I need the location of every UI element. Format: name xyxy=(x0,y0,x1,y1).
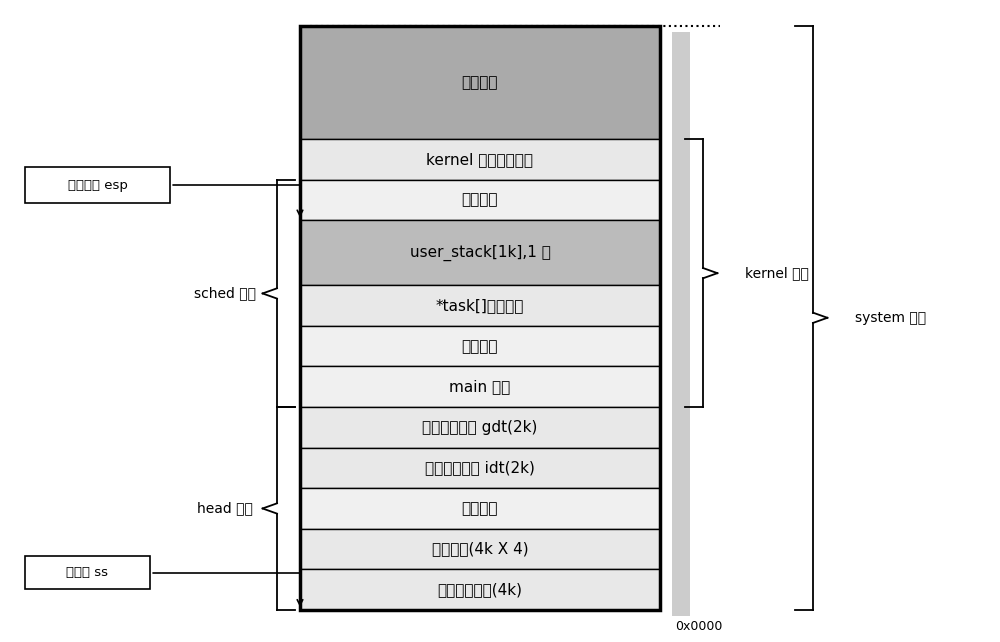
Text: kernel 模块: kernel 模块 xyxy=(745,266,809,280)
Text: 其它部分: 其它部分 xyxy=(462,193,498,207)
Text: 堆栈指针 esp: 堆栈指针 esp xyxy=(68,178,127,191)
Text: user_stack[1k],1 页: user_stack[1k],1 页 xyxy=(410,245,550,261)
Bar xyxy=(300,26,660,139)
Text: 内存页表(4k X 4): 内存页表(4k X 4) xyxy=(432,542,528,557)
Bar xyxy=(672,333,690,373)
Bar xyxy=(672,454,690,494)
Bar xyxy=(672,291,690,333)
Bar xyxy=(300,529,660,569)
Text: *task[]指针数组: *task[]指针数组 xyxy=(436,298,524,313)
Bar xyxy=(672,535,690,576)
Bar xyxy=(25,168,170,203)
Text: 全局描述符表 gdt(2k): 全局描述符表 gdt(2k) xyxy=(422,420,538,435)
Text: kernel 模块其它代码: kernel 模块其它代码 xyxy=(426,152,534,167)
Text: 堆栈段 ss: 堆栈段 ss xyxy=(66,566,108,579)
Bar xyxy=(300,569,660,610)
Bar xyxy=(672,32,690,146)
Text: 其它部分: 其它部分 xyxy=(462,339,498,354)
Bar xyxy=(25,556,150,589)
Text: main 代码: main 代码 xyxy=(449,379,511,394)
Bar xyxy=(300,285,660,326)
Bar xyxy=(672,413,690,454)
Bar xyxy=(300,447,660,488)
Bar xyxy=(300,407,660,447)
Bar xyxy=(300,326,660,367)
Bar xyxy=(672,494,690,535)
Text: 中断描述符表 idt(2k): 中断描述符表 idt(2k) xyxy=(425,460,535,476)
Bar xyxy=(672,227,690,291)
Text: 其它部分: 其它部分 xyxy=(462,501,498,516)
Text: head 代码: head 代码 xyxy=(197,501,253,516)
Text: 内存页目录表(4k): 内存页目录表(4k) xyxy=(438,582,522,597)
Bar xyxy=(300,139,660,180)
Bar xyxy=(300,367,660,407)
Bar xyxy=(300,26,660,610)
Bar xyxy=(300,488,660,529)
Text: system 模块: system 模块 xyxy=(855,311,926,325)
Bar xyxy=(300,180,660,220)
Bar xyxy=(672,373,690,413)
Bar xyxy=(300,220,660,285)
Bar xyxy=(672,186,690,227)
Text: sched 代码: sched 代码 xyxy=(194,286,256,300)
Bar xyxy=(672,146,690,186)
Bar xyxy=(672,576,690,616)
Text: 其它模块: 其它模块 xyxy=(462,75,498,90)
Text: 0x0000: 0x0000 xyxy=(675,620,722,632)
